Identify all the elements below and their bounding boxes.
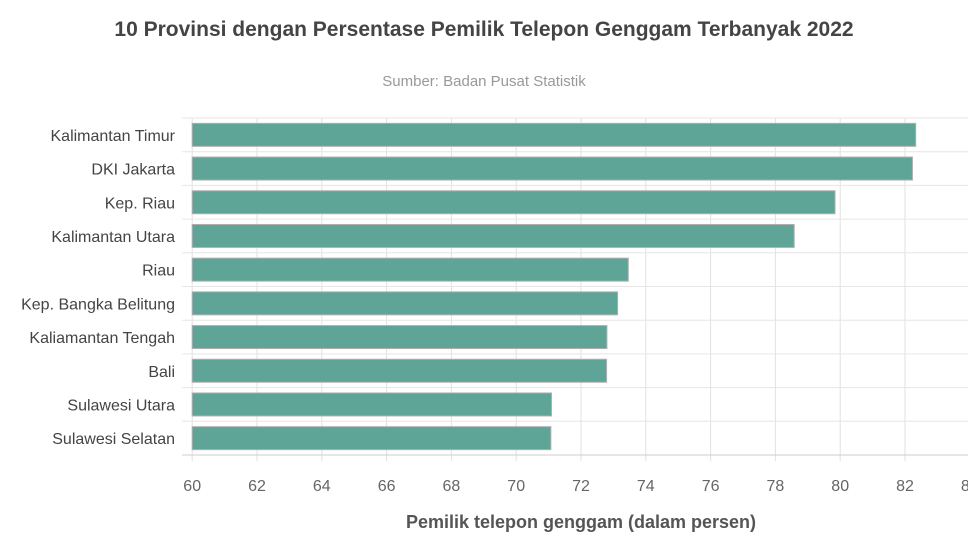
y-tick-label: Kep. Bangka Belitung bbox=[21, 296, 175, 313]
x-tick-label: 74 bbox=[637, 478, 655, 495]
bar bbox=[191, 291, 619, 316]
y-tick-label: DKI Jakarta bbox=[91, 162, 175, 179]
x-tick-label: 68 bbox=[443, 478, 461, 495]
bar bbox=[191, 392, 553, 417]
y-tick-label: Riau bbox=[142, 263, 175, 280]
x-tick-label: 62 bbox=[248, 478, 266, 495]
x-tick-label: 76 bbox=[702, 478, 720, 495]
y-tick-label: Kalimantan Utara bbox=[51, 229, 175, 246]
bar bbox=[191, 358, 608, 383]
x-tick-label: 70 bbox=[507, 478, 525, 495]
y-tick-label: Kalimantan Timur bbox=[51, 128, 176, 145]
bar bbox=[191, 257, 629, 282]
y-tick-label: Kep. Riau bbox=[105, 195, 175, 212]
y-tick-label: Bali bbox=[148, 364, 175, 381]
chart-subtitle: Sumber: Badan Pusat Statistik bbox=[382, 73, 586, 90]
x-tick-label: 78 bbox=[767, 478, 785, 495]
bar bbox=[191, 156, 913, 181]
bar bbox=[191, 223, 795, 248]
x-tick-label: 84 bbox=[961, 478, 968, 495]
x-tick-label: 72 bbox=[572, 478, 590, 495]
bar bbox=[191, 426, 552, 451]
x-tick-label: 60 bbox=[183, 478, 201, 495]
y-tick-label: Kaliamantan Tengah bbox=[29, 330, 175, 347]
x-axis-label: Pemilik telepon genggam (dalam persen) bbox=[406, 512, 756, 532]
x-tick-label: 82 bbox=[896, 478, 914, 495]
x-tick-label: 80 bbox=[831, 478, 849, 495]
x-tick-label: 66 bbox=[378, 478, 396, 495]
bar bbox=[191, 325, 608, 350]
y-tick-label: Sulawesi Utara bbox=[67, 397, 175, 414]
x-tick-label: 64 bbox=[313, 478, 331, 495]
y-tick-label: Sulawesi Selatan bbox=[52, 431, 175, 448]
bar bbox=[191, 190, 836, 215]
chart-title: 10 Provinsi dengan Persentase Pemilik Te… bbox=[114, 18, 854, 41]
bar bbox=[191, 122, 917, 147]
